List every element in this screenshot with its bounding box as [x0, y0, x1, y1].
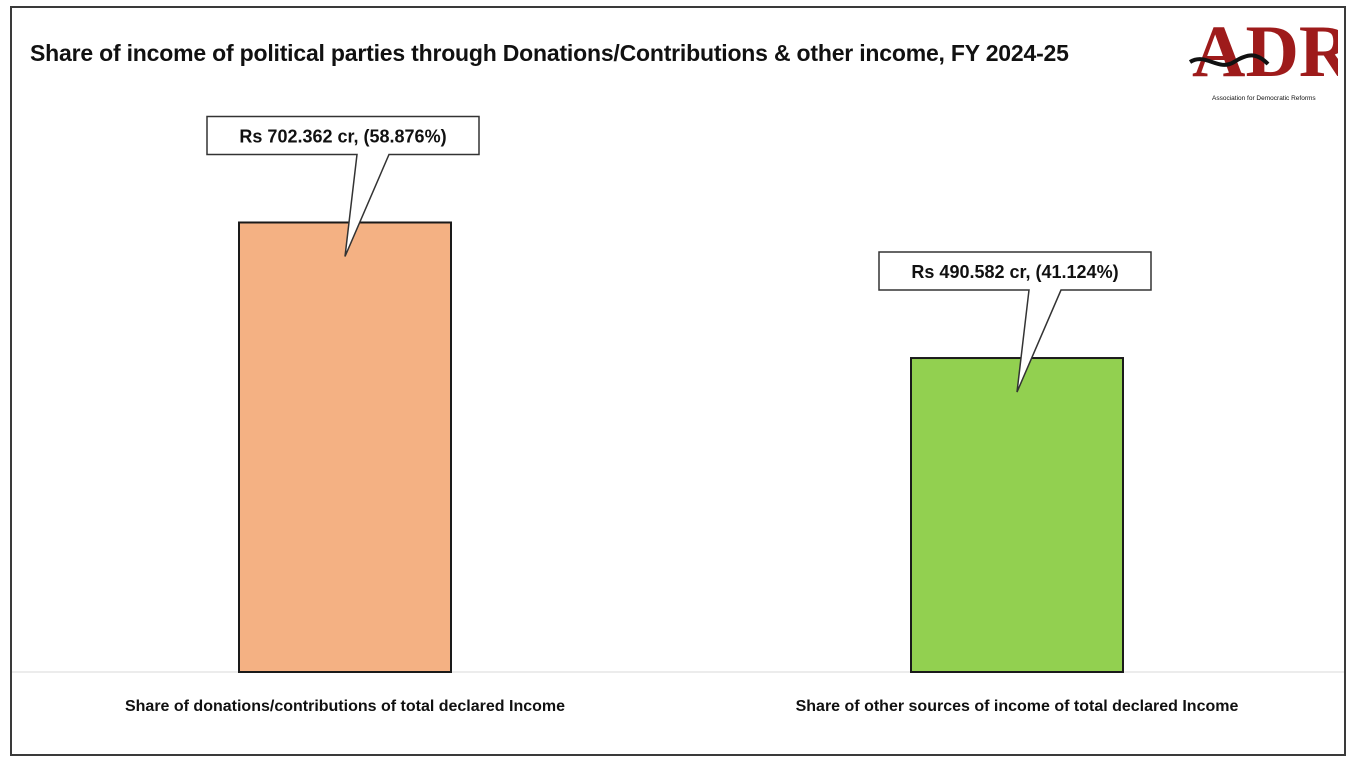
logo-swoosh [1188, 53, 1270, 67]
callout-box [206, 115, 480, 257]
category-labels-group: Share of donations/contributions of tota… [125, 698, 1239, 715]
data-label-callout: Rs 490.582 cr, (41.124%) [878, 251, 1152, 393]
data-label: Rs 702.362 cr, (58.876%) [239, 126, 446, 146]
logo-tagline: Association for Democratic Reforms [1212, 95, 1316, 102]
category-label: Share of other sources of income of tota… [796, 698, 1239, 715]
bar [910, 357, 1124, 673]
data-label-callout: Rs 702.362 cr, (58.876%) [206, 115, 480, 257]
category-label: Share of donations/contributions of tota… [125, 698, 565, 715]
bars-group [238, 221, 1124, 674]
logo-letters: ADR [1192, 14, 1338, 93]
data-labels-group: Rs 702.362 cr, (58.876%) Rs 490.582 cr, (… [206, 115, 1152, 393]
callout-box [878, 251, 1152, 393]
chart-title: Share of income of political parties thr… [30, 40, 1069, 66]
data-label: Rs 490.582 cr, (41.124%) [911, 262, 1118, 282]
bar [238, 221, 452, 674]
adr-logo: ADR Association for Democratic Reforms [1188, 14, 1338, 102]
